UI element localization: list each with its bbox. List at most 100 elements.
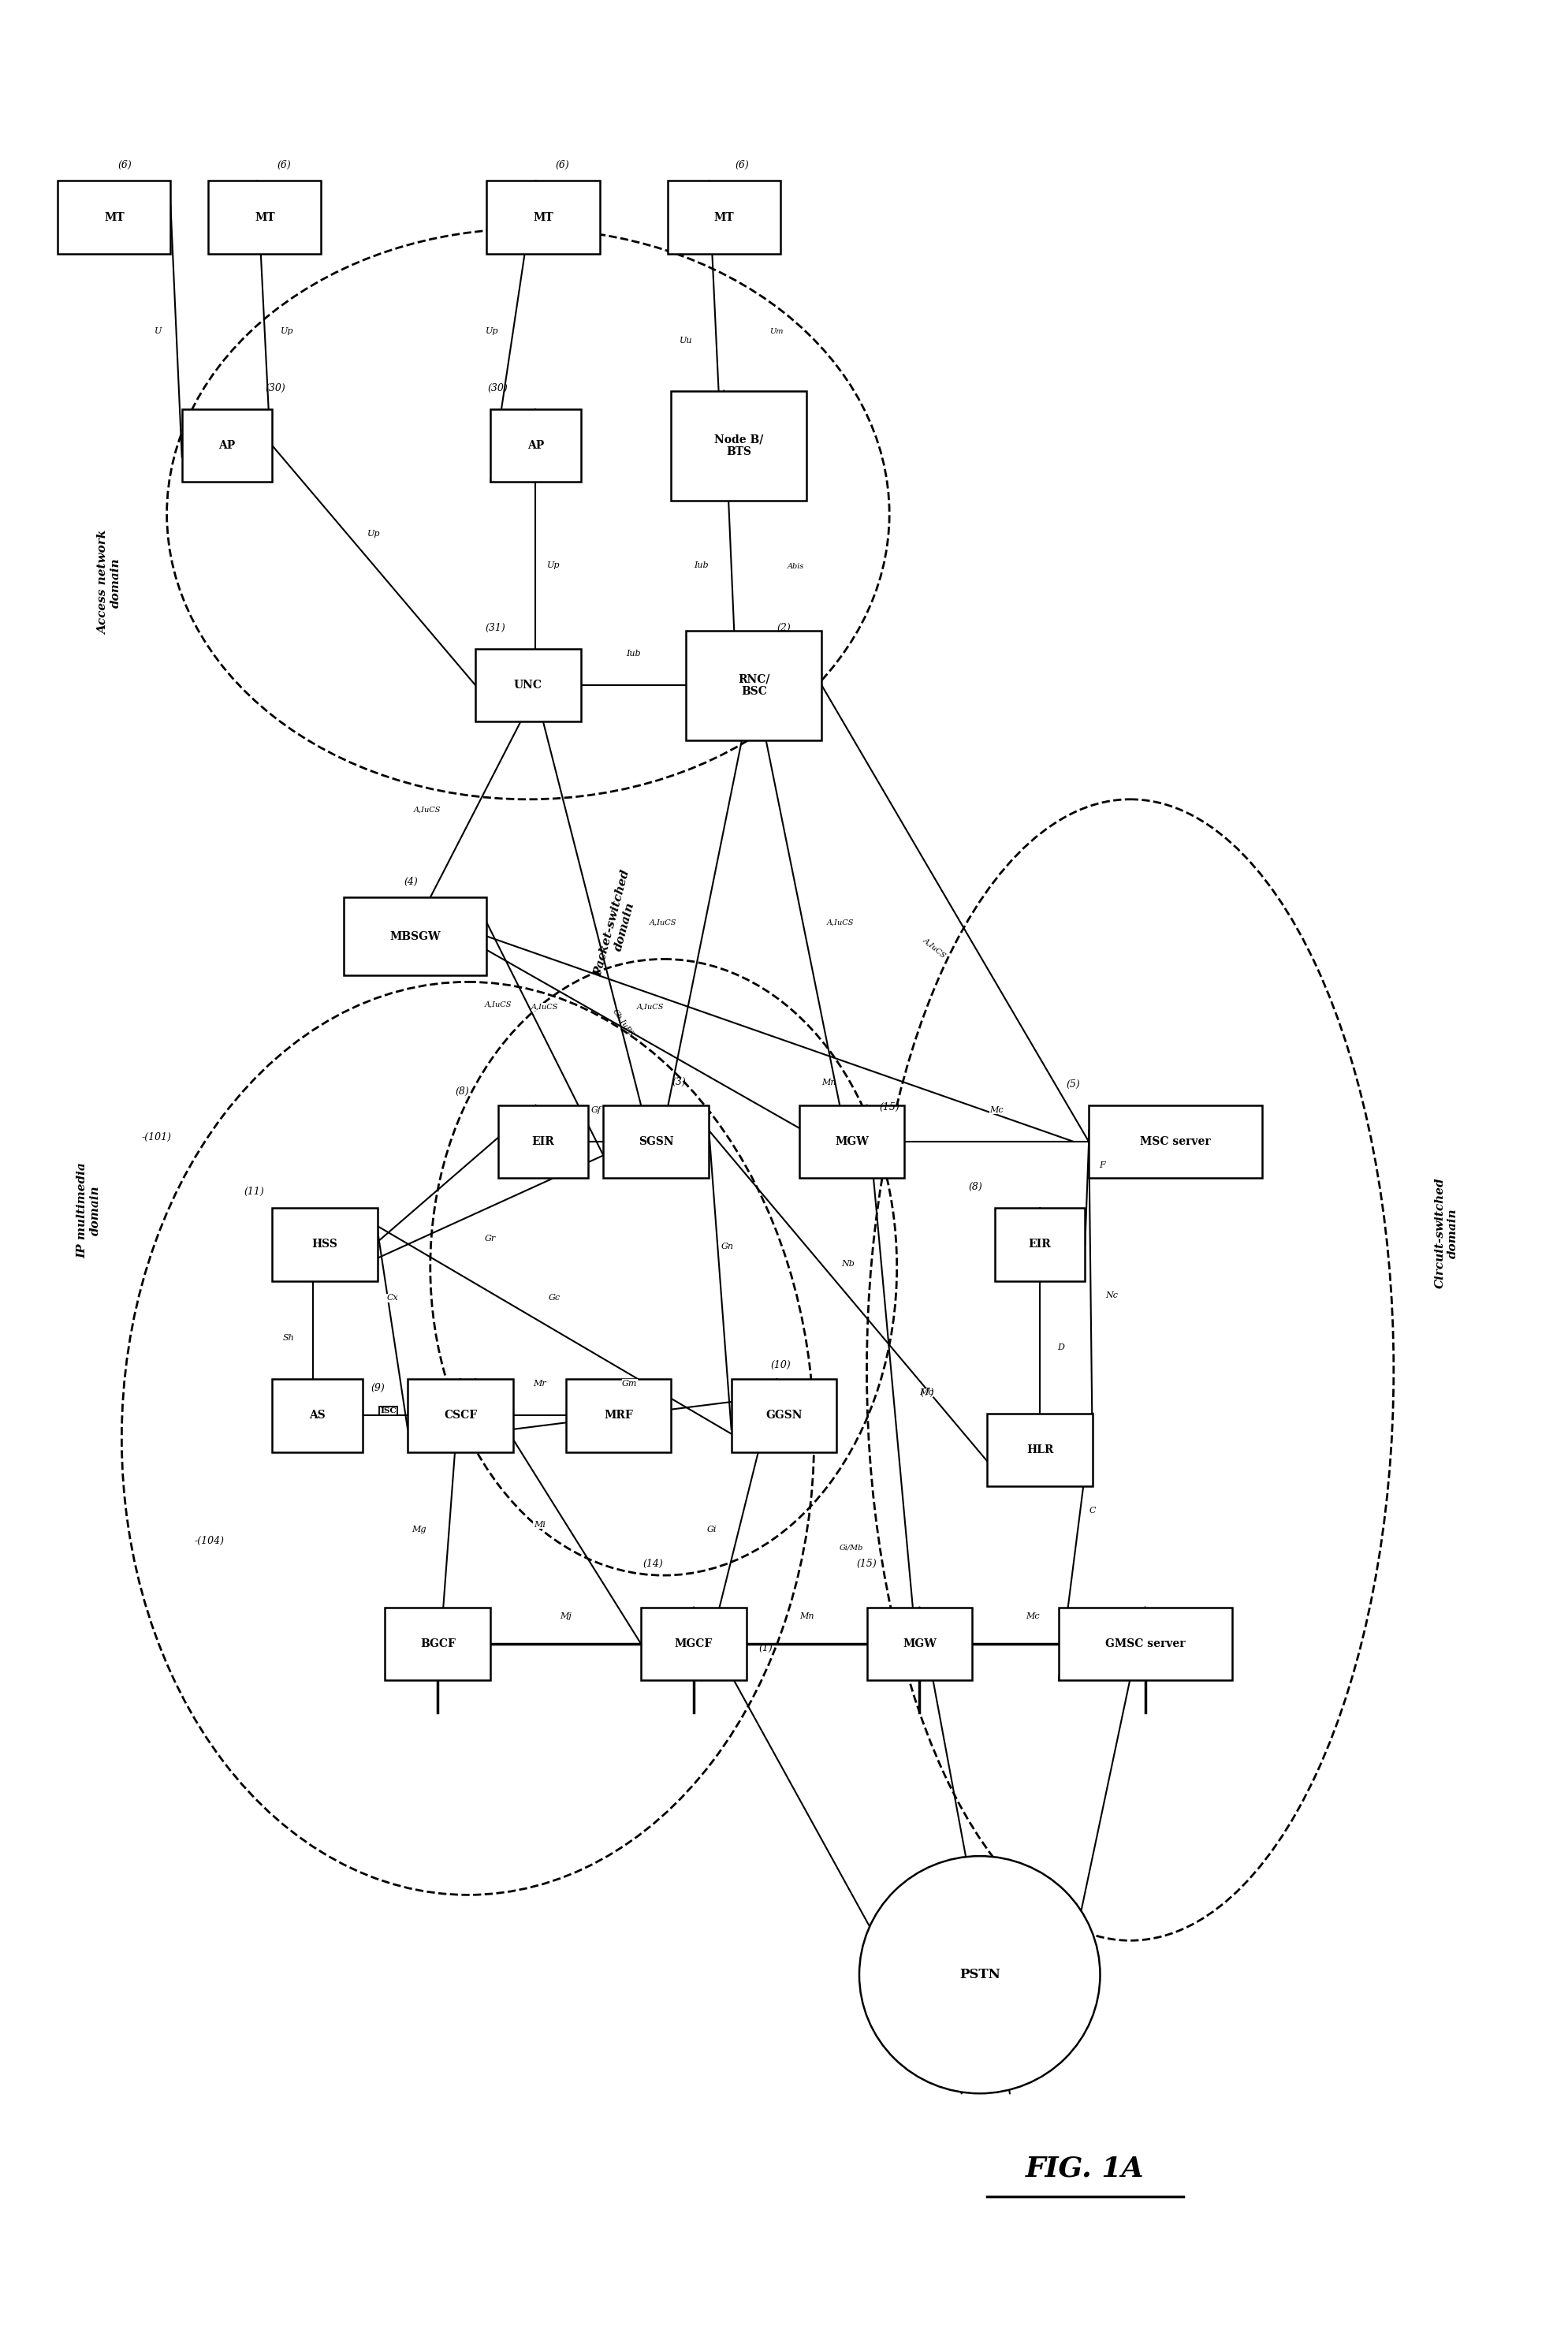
FancyBboxPatch shape — [475, 650, 580, 722]
Text: Mc: Mc — [989, 1106, 1004, 1113]
FancyBboxPatch shape — [343, 897, 486, 976]
Text: MT: MT — [713, 212, 734, 224]
Text: A,IuCS: A,IuCS — [485, 1001, 511, 1008]
FancyBboxPatch shape — [58, 182, 171, 254]
Text: Uu: Uu — [679, 338, 693, 345]
Text: Mj: Mj — [560, 1612, 572, 1621]
Text: A,IuCS: A,IuCS — [922, 936, 947, 960]
Text: Mc: Mc — [1025, 1612, 1040, 1621]
FancyBboxPatch shape — [687, 631, 822, 741]
Text: EIR: EIR — [1029, 1239, 1051, 1251]
Text: A,IuCS: A,IuCS — [649, 920, 676, 927]
Text: (15): (15) — [856, 1558, 877, 1570]
Text: (14): (14) — [643, 1558, 663, 1570]
Text: HSS: HSS — [312, 1239, 337, 1251]
FancyBboxPatch shape — [566, 1379, 671, 1451]
Text: GMSC server: GMSC server — [1105, 1637, 1185, 1649]
FancyBboxPatch shape — [386, 1607, 491, 1679]
Text: (8): (8) — [455, 1085, 469, 1097]
Text: Packet-switched
domain: Packet-switched domain — [593, 869, 644, 981]
Text: Up: Up — [486, 328, 499, 335]
FancyBboxPatch shape — [209, 182, 321, 254]
Text: A,IuCS: A,IuCS — [532, 1004, 558, 1011]
Text: Up: Up — [367, 529, 381, 538]
Text: Gc: Gc — [549, 1295, 560, 1302]
Text: Iub: Iub — [626, 650, 641, 657]
Text: Gm: Gm — [622, 1379, 637, 1388]
Text: MGW: MGW — [834, 1137, 869, 1148]
FancyBboxPatch shape — [1088, 1106, 1262, 1178]
Text: F: F — [1099, 1162, 1105, 1169]
Text: RNC/
BSC: RNC/ BSC — [739, 673, 770, 696]
Text: Mi: Mi — [533, 1521, 546, 1528]
Text: (30): (30) — [488, 384, 508, 394]
FancyBboxPatch shape — [273, 1209, 378, 1281]
Text: (1): (1) — [759, 1644, 773, 1654]
Text: ISC: ISC — [379, 1407, 397, 1414]
Text: IP multimedia
domain: IP multimedia domain — [77, 1162, 100, 1258]
Text: Gn: Gn — [721, 1244, 734, 1251]
Text: AS: AS — [309, 1409, 326, 1421]
Text: Node B/
BTS: Node B/ BTS — [715, 433, 764, 456]
Text: (6): (6) — [118, 161, 132, 170]
Text: (30): (30) — [265, 384, 285, 394]
Text: MSC server: MSC server — [1140, 1137, 1210, 1148]
Text: MRF: MRF — [604, 1409, 633, 1421]
Text: UNC: UNC — [514, 680, 543, 692]
FancyBboxPatch shape — [671, 391, 806, 501]
Text: C: C — [1090, 1507, 1096, 1514]
Text: (9): (9) — [370, 1383, 384, 1393]
Text: Abis: Abis — [787, 564, 804, 571]
Text: (10): (10) — [771, 1360, 792, 1369]
FancyBboxPatch shape — [731, 1379, 837, 1451]
Text: Mn: Mn — [800, 1612, 814, 1621]
FancyBboxPatch shape — [800, 1106, 905, 1178]
Text: HLR: HLR — [1027, 1444, 1054, 1456]
FancyBboxPatch shape — [182, 410, 273, 482]
Text: Cx: Cx — [387, 1295, 398, 1302]
Text: Circuit-switched
domain: Circuit-switched domain — [1435, 1178, 1458, 1288]
Text: (15): (15) — [880, 1102, 900, 1113]
Text: Up: Up — [281, 328, 293, 335]
Text: CSCF: CSCF — [444, 1409, 477, 1421]
Text: Nc: Nc — [1105, 1293, 1118, 1300]
FancyBboxPatch shape — [491, 410, 580, 482]
Text: (5): (5) — [1066, 1078, 1080, 1090]
FancyBboxPatch shape — [988, 1414, 1093, 1486]
Text: Iub: Iub — [695, 561, 709, 568]
Text: Um: Um — [770, 328, 784, 335]
Text: Gr: Gr — [485, 1234, 495, 1244]
Text: A,IuCS: A,IuCS — [637, 1004, 663, 1011]
Text: MT: MT — [254, 212, 274, 224]
Text: (11): (11) — [245, 1188, 265, 1197]
Text: Mn: Mn — [822, 1078, 836, 1085]
Text: Mg: Mg — [412, 1525, 426, 1532]
Text: (2): (2) — [778, 622, 790, 633]
FancyBboxPatch shape — [273, 1379, 362, 1451]
Text: Gi: Gi — [707, 1525, 717, 1532]
Text: -(101): -(101) — [141, 1132, 171, 1141]
Text: (7): (7) — [920, 1388, 935, 1397]
Text: U: U — [155, 328, 162, 335]
Ellipse shape — [859, 1856, 1101, 2094]
Text: PSTN: PSTN — [960, 1968, 1000, 1982]
FancyBboxPatch shape — [641, 1607, 746, 1679]
Text: Up: Up — [547, 561, 560, 568]
Text: GGSN: GGSN — [765, 1409, 803, 1421]
FancyBboxPatch shape — [1058, 1607, 1232, 1679]
Text: Gb,IuPS: Gb,IuPS — [612, 1008, 635, 1039]
Text: FIG. 1A: FIG. 1A — [1025, 2154, 1145, 2182]
Text: Sh: Sh — [282, 1335, 295, 1342]
Text: (3): (3) — [671, 1078, 685, 1088]
Text: Gi/Mb: Gi/Mb — [840, 1544, 864, 1551]
Text: D: D — [1057, 1344, 1065, 1351]
FancyBboxPatch shape — [408, 1379, 513, 1451]
Text: MT: MT — [533, 212, 554, 224]
Text: (6): (6) — [278, 161, 292, 170]
FancyBboxPatch shape — [668, 182, 781, 254]
Text: MGCF: MGCF — [674, 1637, 713, 1649]
Text: AP: AP — [527, 440, 544, 452]
Text: A,IuCS: A,IuCS — [414, 806, 441, 813]
FancyBboxPatch shape — [867, 1607, 972, 1679]
FancyBboxPatch shape — [499, 1106, 588, 1178]
